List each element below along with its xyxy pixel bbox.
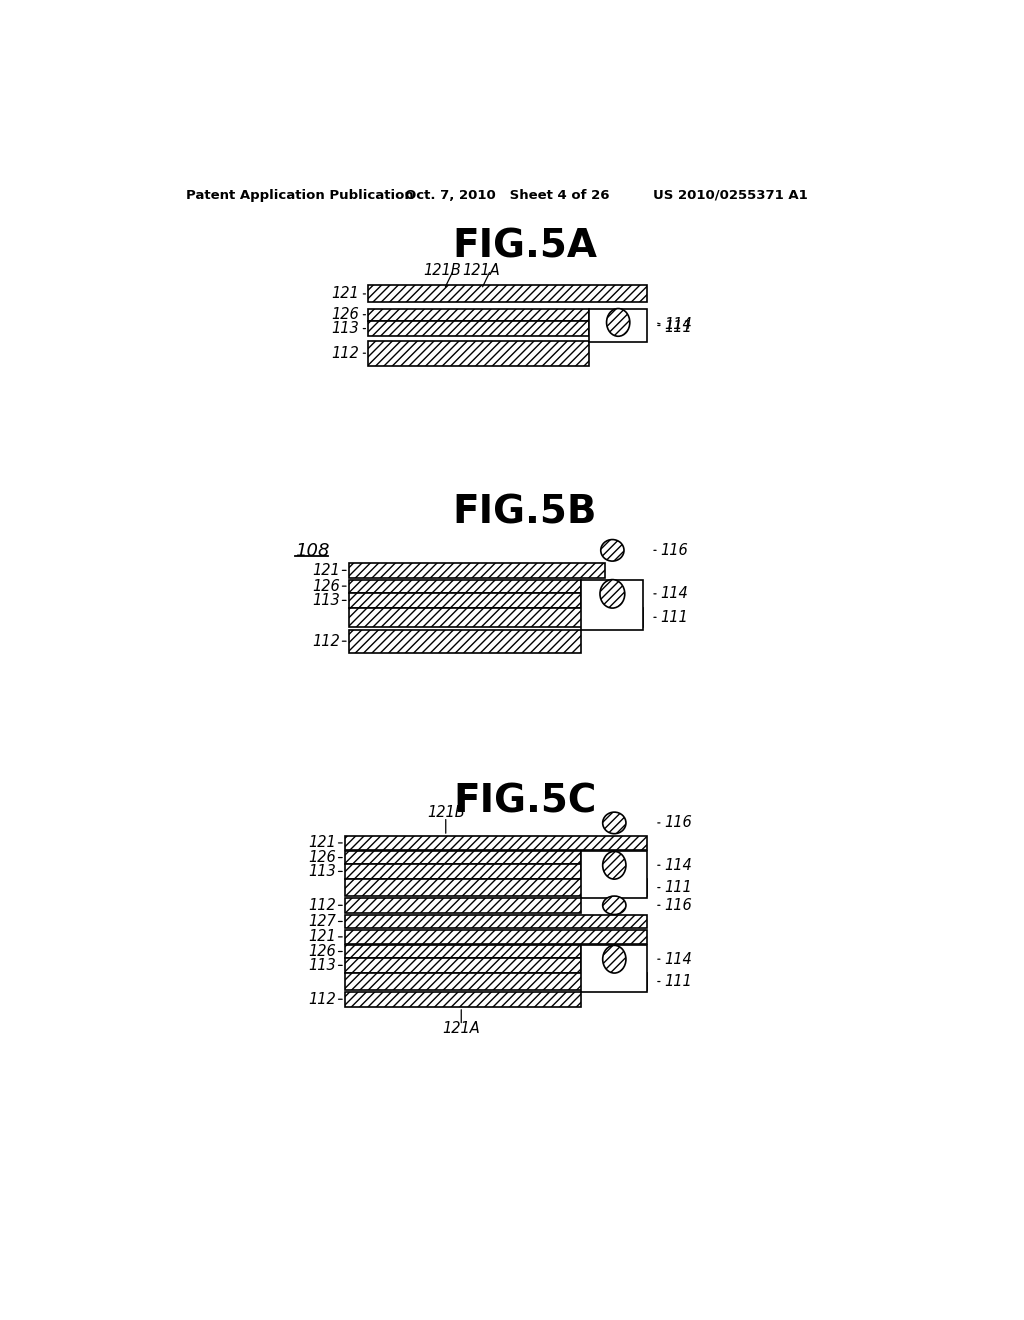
Bar [345, 958, 582, 973]
Text: 126: 126 [308, 850, 336, 865]
Text: 126: 126 [312, 578, 340, 594]
Text: 113: 113 [308, 863, 336, 879]
Bar [345, 851, 582, 863]
Text: 121: 121 [308, 836, 336, 850]
Bar [345, 898, 582, 913]
Ellipse shape [603, 851, 626, 879]
Text: 113: 113 [312, 593, 340, 609]
Text: 121: 121 [312, 562, 340, 578]
Text: 112: 112 [308, 898, 336, 913]
Text: 126: 126 [331, 308, 359, 322]
Text: FIG.5B: FIG.5B [453, 494, 597, 532]
Text: 121A: 121A [442, 1020, 480, 1036]
Text: 113: 113 [331, 321, 359, 337]
Text: 111: 111 [665, 321, 692, 335]
Bar [345, 929, 647, 944]
Text: 116: 116 [660, 543, 688, 558]
Bar [349, 562, 604, 578]
Text: 121B: 121B [424, 263, 461, 277]
Text: 108: 108 [295, 543, 329, 560]
Text: 126: 126 [308, 944, 336, 960]
Text: US 2010/0255371 A1: US 2010/0255371 A1 [653, 189, 808, 202]
Text: 121: 121 [331, 286, 359, 301]
Text: 113: 113 [308, 958, 336, 973]
Bar [369, 309, 589, 321]
Text: 116: 116 [665, 898, 692, 913]
Text: 116: 116 [665, 816, 692, 830]
Bar [349, 593, 582, 609]
Ellipse shape [606, 309, 630, 337]
Bar [345, 991, 582, 1007]
Bar [349, 630, 582, 653]
Bar [582, 851, 647, 899]
Text: 127: 127 [308, 913, 336, 929]
Ellipse shape [600, 579, 625, 609]
Text: 112: 112 [312, 634, 340, 648]
Bar [345, 945, 582, 958]
Bar [345, 973, 647, 990]
Text: 121: 121 [308, 929, 336, 944]
Ellipse shape [603, 945, 626, 973]
Bar [345, 836, 647, 850]
Bar [345, 863, 582, 879]
Text: 111: 111 [660, 610, 688, 624]
Text: 112: 112 [308, 991, 336, 1007]
Text: 111: 111 [665, 974, 692, 989]
Text: 114: 114 [665, 317, 692, 333]
Text: 121B: 121B [427, 805, 465, 821]
Text: Oct. 7, 2010   Sheet 4 of 26: Oct. 7, 2010 Sheet 4 of 26 [406, 189, 610, 202]
Bar [582, 945, 647, 993]
Bar [345, 879, 647, 896]
Text: 121A: 121A [462, 263, 500, 277]
Text: 112: 112 [331, 346, 359, 360]
Text: 111: 111 [665, 880, 692, 895]
Bar [589, 309, 647, 342]
Text: 114: 114 [665, 858, 692, 873]
Bar [582, 579, 643, 631]
Ellipse shape [601, 540, 624, 561]
Text: 114: 114 [660, 586, 688, 602]
Bar [369, 285, 647, 302]
Ellipse shape [603, 896, 626, 915]
Text: 114: 114 [665, 952, 692, 966]
Text: Patent Application Publication: Patent Application Publication [186, 189, 414, 202]
Bar [349, 579, 582, 593]
Bar [349, 609, 643, 627]
Text: FIG.5A: FIG.5A [453, 228, 597, 265]
Text: FIG.5C: FIG.5C [453, 783, 597, 820]
Bar [345, 915, 647, 928]
Ellipse shape [603, 812, 626, 834]
Bar [369, 341, 589, 366]
Bar [369, 321, 589, 337]
